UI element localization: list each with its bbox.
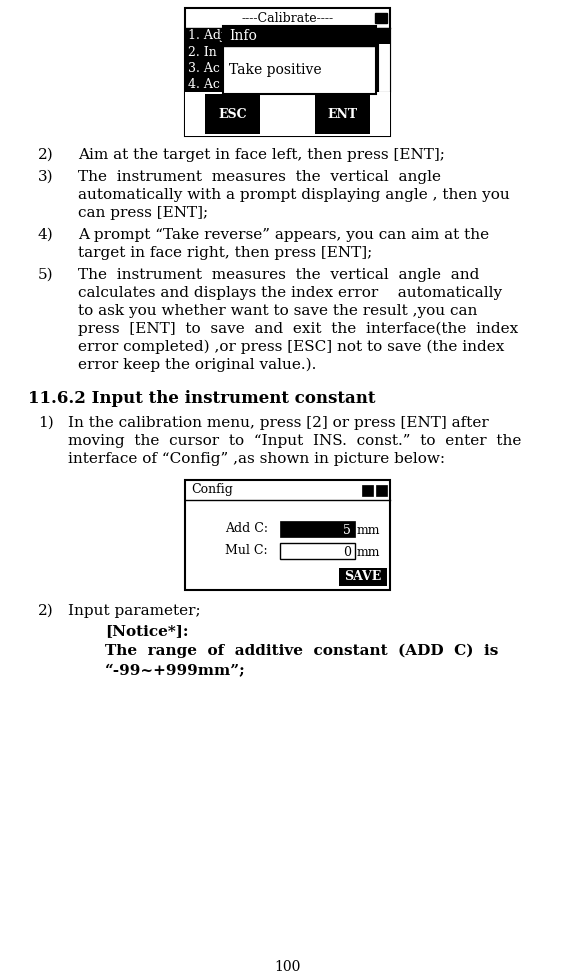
Text: ESC: ESC — [218, 107, 247, 120]
Bar — [223, 26, 376, 94]
Bar — [185, 28, 378, 92]
Text: automatically with a prompt displaying angle , then you: automatically with a prompt displaying a… — [78, 188, 509, 202]
Text: Take positive: Take positive — [229, 63, 321, 77]
Text: mm: mm — [357, 524, 380, 536]
Bar — [185, 8, 390, 136]
Text: error completed) ,or press [ESC] not to save (the index: error completed) ,or press [ESC] not to … — [78, 340, 504, 355]
Text: “-99~+999mm”;: “-99~+999mm”; — [105, 664, 246, 678]
Text: The  range  of  additive  constant  (ADD  C)  is: The range of additive constant (ADD C) i… — [105, 644, 499, 658]
Bar — [185, 92, 390, 136]
Text: Aim at the target in face left, then press [ENT];: Aim at the target in face left, then pre… — [78, 148, 445, 162]
Text: press  [ENT]  to  save  and  exit  the  interface(the  index: press [ENT] to save and exit the interfa… — [78, 322, 518, 336]
Text: The  instrument  measures  the  vertical  angle: The instrument measures the vertical ang… — [78, 170, 441, 184]
Text: In the calibration menu, press [2] or press [ENT] after: In the calibration menu, press [2] or pr… — [68, 416, 489, 430]
Text: 4. Ac: 4. Ac — [188, 77, 220, 91]
Bar — [378, 28, 390, 44]
Text: 2): 2) — [38, 604, 54, 618]
Text: Input parameter;: Input parameter; — [68, 604, 201, 618]
Text: 2. In: 2. In — [188, 46, 217, 59]
Text: Config: Config — [191, 484, 233, 496]
Text: 2): 2) — [38, 148, 54, 162]
Text: error keep the original value.).: error keep the original value.). — [78, 358, 316, 372]
Text: 1. Adjust I.E: 1. Adjust I.E — [188, 29, 266, 43]
Bar — [280, 521, 355, 537]
Text: calculates and displays the index error    automatically: calculates and displays the index error … — [78, 286, 502, 300]
Text: 5): 5) — [38, 268, 54, 282]
Text: 1): 1) — [38, 416, 54, 430]
Text: interface of “Config” ,as shown in picture below:: interface of “Config” ,as shown in pictu… — [68, 452, 445, 466]
Text: 3. Ac: 3. Ac — [188, 62, 220, 74]
Text: 11.6.2 Input the instrument constant: 11.6.2 Input the instrument constant — [28, 390, 376, 407]
Bar — [339, 568, 387, 586]
Text: SAVE: SAVE — [344, 571, 381, 583]
Text: target in face right, then press [ENT];: target in face right, then press [ENT]; — [78, 246, 372, 260]
Text: Add C:: Add C: — [225, 522, 268, 535]
Text: The  instrument  measures  the  vertical  angle  and: The instrument measures the vertical ang… — [78, 268, 479, 282]
Text: ----Calibrate----: ----Calibrate---- — [241, 12, 334, 24]
Bar — [223, 26, 376, 46]
Text: can press [ENT];: can press [ENT]; — [78, 206, 208, 220]
Bar — [185, 480, 390, 590]
Text: 4): 4) — [38, 228, 54, 242]
Text: mm: mm — [357, 545, 380, 559]
Bar — [280, 543, 355, 559]
Text: 0: 0 — [343, 545, 351, 559]
Text: to ask you whether want to save the result ,you can: to ask you whether want to save the resu… — [78, 304, 477, 318]
Bar — [315, 94, 370, 134]
Text: moving  the  cursor  to  “Input  INS.  const.”  to  enter  the: moving the cursor to “Input INS. const.”… — [68, 434, 522, 448]
Text: A prompt “Take reverse” appears, you can aim at the: A prompt “Take reverse” appears, you can… — [78, 228, 489, 242]
Bar — [376, 485, 387, 496]
Text: [Notice*]:: [Notice*]: — [105, 624, 189, 638]
Text: Info: Info — [229, 29, 257, 43]
Bar — [205, 94, 260, 134]
Bar — [378, 28, 390, 92]
Text: 3): 3) — [38, 170, 54, 184]
Text: Mul C:: Mul C: — [225, 544, 268, 557]
Text: ENT: ENT — [327, 107, 358, 120]
Bar — [362, 485, 373, 496]
Bar — [375, 13, 387, 23]
Text: 100: 100 — [275, 960, 301, 974]
Text: 5: 5 — [343, 524, 351, 536]
